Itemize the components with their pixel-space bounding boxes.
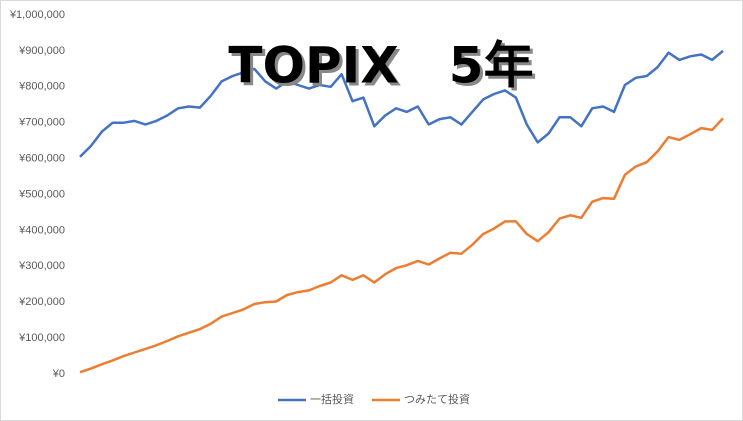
y-tick-label: ¥300,000: [18, 260, 65, 272]
y-tick-label: ¥0: [52, 368, 65, 380]
y-tick-label: ¥1,000,000: [9, 9, 65, 21]
chart-title: TOPIX 5年: [228, 37, 533, 95]
legend-label: 一括投資: [310, 392, 354, 406]
y-tick-label: ¥600,000: [18, 153, 65, 165]
y-tick-label: ¥800,000: [18, 81, 65, 93]
y-tick-label: ¥500,000: [18, 188, 65, 200]
legend-label: つみたて投資: [404, 392, 470, 406]
chart-title-shadow: TOPIX 5年: [231, 40, 536, 98]
y-tick-label: ¥100,000: [18, 332, 65, 344]
line-series: [79, 117, 724, 374]
y-tick-label: ¥700,000: [18, 117, 65, 129]
line-series: [79, 49, 724, 158]
y-tick-label: ¥900,000: [18, 45, 65, 57]
y-tick-label: ¥400,000: [18, 224, 65, 236]
y-tick-label: ¥200,000: [18, 296, 65, 308]
